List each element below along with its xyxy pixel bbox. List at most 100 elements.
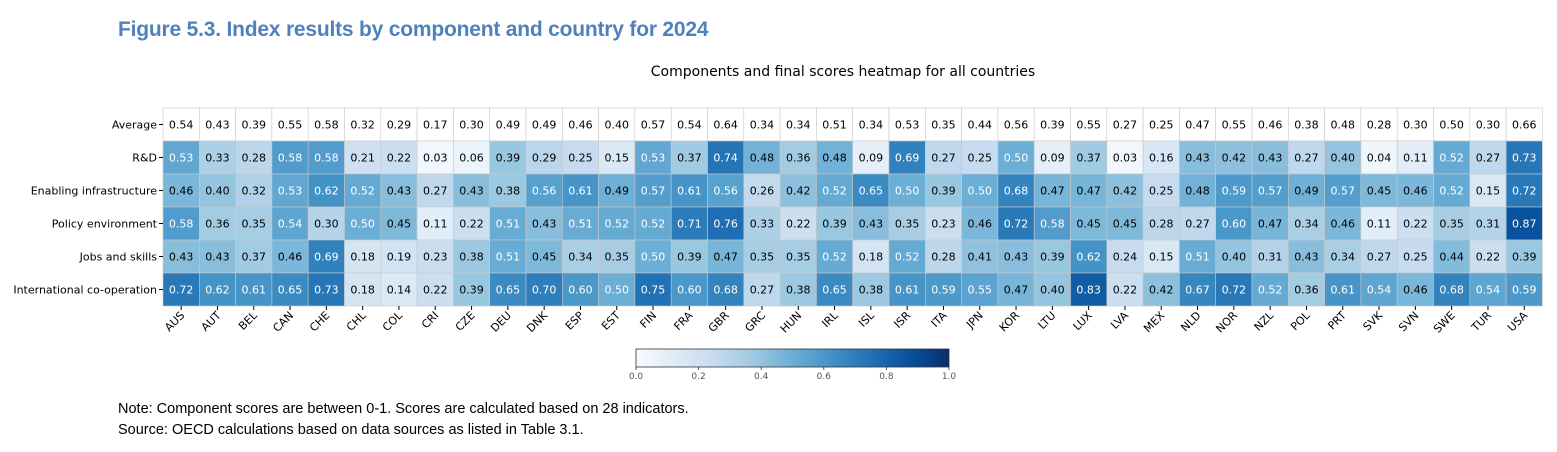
cell-value-label: 0.14 (387, 284, 412, 297)
heatmap-cell (1360, 140, 1398, 175)
cell-value-label: 0.38 (1294, 119, 1319, 132)
cell-value-label: 0.61 (1331, 284, 1356, 297)
cell-value-label: 0.57 (641, 185, 666, 198)
cell-value-label: 0.29 (532, 152, 557, 165)
heatmap-cell (1324, 107, 1362, 142)
cell-value-label: 0.23 (423, 251, 448, 264)
cell-value-label: 0.58 (314, 119, 339, 132)
heatmap-cell (816, 206, 854, 241)
heatmap-cell (1396, 239, 1434, 274)
column-label: GBR (706, 309, 732, 335)
cell-value-label: 0.47 (1185, 119, 1210, 132)
cell-value-label: 0.45 (1367, 185, 1392, 198)
cell-value-label: 0.67 (1185, 284, 1210, 297)
figure-source: Source: OECD calculations based on data … (118, 422, 584, 438)
cell-value-label: 0.35 (786, 251, 811, 264)
cell-value-label: 0.30 (1476, 119, 1501, 132)
cell-value-label: 0.26 (750, 185, 775, 198)
cell-value-label: 0.52 (641, 218, 666, 231)
heatmap-cell (1469, 107, 1507, 142)
heatmap-cell (924, 206, 962, 241)
cell-value-label: 0.39 (459, 284, 484, 297)
heatmap-cell (1396, 206, 1434, 241)
colorbar-gradient (635, 348, 950, 368)
heatmap-cell (344, 140, 382, 175)
cell-value-label: 0.47 (713, 251, 738, 264)
heatmap-cell (162, 140, 200, 175)
cell-value-label: 0.35 (1439, 218, 1464, 231)
colorbar-tick-label: 0.4 (754, 372, 769, 382)
cell-value-label: 0.53 (895, 119, 920, 132)
cell-value-label: 0.72 (1512, 185, 1537, 198)
heatmap-cell (1251, 173, 1289, 208)
heatmap-cell (416, 272, 454, 307)
cell-value-label: 0.57 (1331, 185, 1356, 198)
cell-value-label: 0.19 (387, 251, 412, 264)
cell-value-label: 0.72 (1004, 218, 1029, 231)
heatmap-cell (1505, 206, 1543, 241)
cell-value-label: 0.48 (1331, 119, 1356, 132)
cell-value-label: 0.51 (822, 119, 847, 132)
row-labels: Average R&D Enabling infrastructure Policy … (13, 119, 163, 297)
heatmap-cell (199, 272, 236, 307)
cell-value-label: 0.27 (1294, 152, 1319, 165)
heatmap-cell (1288, 239, 1325, 274)
heatmap-cell (997, 140, 1035, 175)
column-label: LUX (1071, 309, 1095, 333)
cell-value-label: 0.33 (750, 218, 775, 231)
cell-value-label: 0.33 (205, 152, 230, 165)
heatmap-cell (1505, 239, 1543, 274)
cell-value-label: 0.34 (750, 119, 775, 132)
heatmap-cell (1070, 140, 1108, 175)
row-label: Enabling infrastructure (31, 185, 158, 198)
cell-value-label: 0.27 (423, 185, 448, 198)
heatmap-cell (1288, 206, 1325, 241)
column-label: AUT (199, 309, 224, 334)
cell-value-label: 0.51 (496, 251, 521, 264)
column-label: POL (1288, 308, 1313, 333)
cell-value-label: 0.68 (713, 284, 738, 297)
cell-value-label: 0.42 (1149, 284, 1174, 297)
cell-value-label: 0.18 (859, 251, 884, 264)
cell-value-label: 0.37 (677, 152, 702, 165)
cell-value-label: 0.40 (1331, 152, 1356, 165)
heatmap-cell (1033, 140, 1071, 175)
cell-value-label: 0.68 (1439, 284, 1464, 297)
cell-value-label: 0.06 (459, 152, 484, 165)
heatmap-cell (779, 173, 817, 208)
heatmap-cell (525, 272, 563, 307)
heatmap-cell (1251, 140, 1289, 175)
column-label: KOR (997, 309, 1023, 335)
heatmap-cell (1106, 140, 1144, 175)
cell-value-label: 0.40 (605, 119, 630, 132)
column-label: FIN (637, 309, 659, 331)
cell-value-label: 0.22 (1403, 218, 1428, 231)
cell-value-label: 0.55 (1222, 119, 1247, 132)
cell-value-label: 0.40 (1222, 251, 1247, 264)
cell-value-label: 0.43 (859, 218, 884, 231)
heatmap-cell (997, 272, 1035, 307)
cell-value-label: 0.37 (242, 251, 267, 264)
heatmap-cell (1033, 107, 1071, 142)
heatmap-cell (416, 140, 454, 175)
heatmap-cell (561, 140, 599, 175)
column-label: NOR (1213, 309, 1240, 336)
heatmap-cell (888, 173, 926, 208)
cell-value-label: 0.43 (205, 251, 230, 264)
cell-value-label: 0.61 (242, 284, 267, 297)
column-label: GRC (742, 309, 768, 335)
row-label: Policy environment (52, 218, 158, 231)
heatmap-cell (1215, 206, 1253, 241)
heatmap-cell (235, 239, 273, 274)
heatmap-cell (852, 272, 890, 307)
heatmap-cell (852, 206, 890, 241)
heatmap-cell (816, 173, 854, 208)
row-label: R&D (132, 152, 157, 165)
heatmap-cell (670, 239, 708, 274)
cell-value-label: 0.18 (350, 284, 375, 297)
cell-value-label: 0.38 (859, 284, 884, 297)
heatmap-cell (489, 239, 527, 274)
cell-value-label: 0.25 (1149, 119, 1174, 132)
cell-value-label: 0.35 (605, 251, 630, 264)
cell-value-label: 0.57 (1258, 185, 1283, 198)
